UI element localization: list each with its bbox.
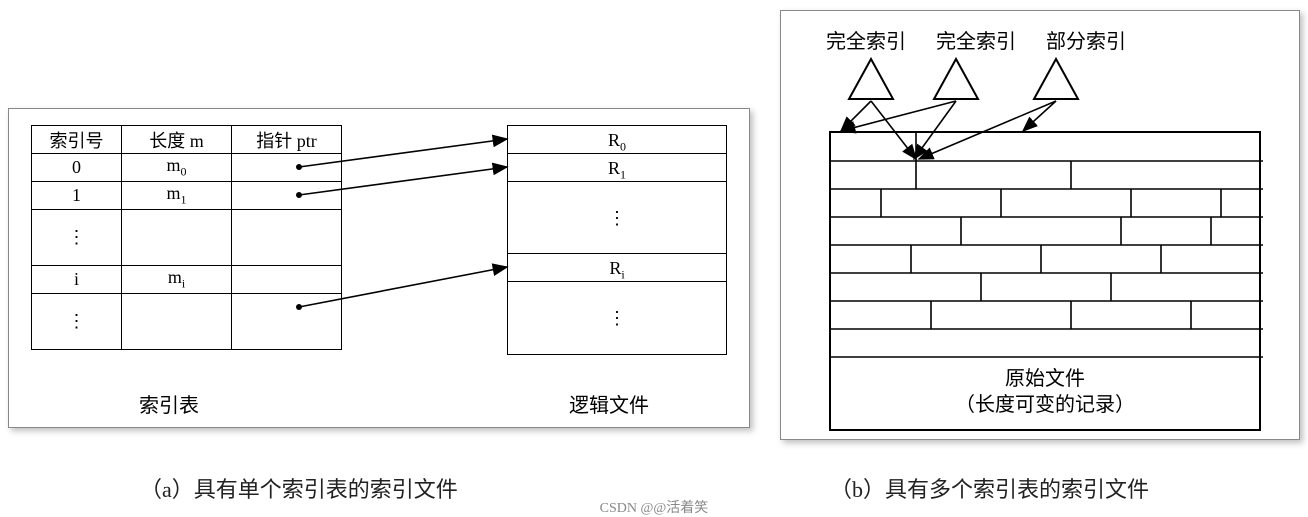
- brick-box: 原始文件 （长度可变的记录）: [829, 131, 1261, 431]
- cell-ptr: [232, 210, 342, 266]
- panel-a: 索引号 长度 m 指针 ptr 0m01m1⋮imi⋮ 索引表 R0R1⋮Ri⋮…: [8, 108, 750, 428]
- cell-length: m0: [122, 154, 232, 182]
- index-triangle-icon: [849, 59, 893, 99]
- cell-ptr: [232, 182, 342, 210]
- panel-b: 完全索引 完全索引 部分索引 原始文件 （长度可变的记录）: [780, 10, 1300, 440]
- index-table: 索引号 长度 m 指针 ptr 0m01m1⋮imi⋮: [31, 125, 342, 350]
- cell-length: mi: [122, 266, 232, 294]
- cell-ptr: [232, 266, 342, 294]
- watermark: CSDN @@活着笑: [600, 497, 709, 517]
- index-triangle-icon: [934, 59, 978, 99]
- index-table-row: imi: [32, 266, 342, 294]
- index-table-row: ⋮: [32, 294, 342, 350]
- logic-row: ⋮: [508, 282, 726, 354]
- cell-index: 1: [32, 182, 122, 210]
- cell-index: 0: [32, 154, 122, 182]
- logic-row: R1: [508, 154, 726, 182]
- brick-footer-2: （长度可变的记录）: [831, 391, 1259, 419]
- cell-length: m1: [122, 182, 232, 210]
- logical-file-box: R0R1⋮Ri⋮: [507, 125, 727, 355]
- index-triangle-icon: [1034, 59, 1078, 99]
- cell-index: ⋮: [32, 210, 122, 266]
- index-table-row: 0m0: [32, 154, 342, 182]
- cell-index: i: [32, 266, 122, 294]
- index-table-row: 1m1: [32, 182, 342, 210]
- cell-length: [122, 294, 232, 350]
- cell-length: [122, 210, 232, 266]
- header-pointer: 指针 ptr: [232, 126, 342, 154]
- index-table-header-row: 索引号 长度 m 指针 ptr: [32, 126, 342, 154]
- brick-footer-1: 原始文件: [831, 365, 1259, 393]
- caption-a: （a）具有单个索引表的索引文件: [140, 472, 458, 504]
- cell-index: ⋮: [32, 294, 122, 350]
- label-index-table: 索引表: [139, 389, 199, 418]
- cell-ptr: [232, 154, 342, 182]
- logic-row: ⋮: [508, 182, 726, 254]
- header-length: 长度 m: [122, 126, 232, 154]
- label-logical-file: 逻辑文件: [569, 389, 649, 418]
- logic-row: Ri: [508, 254, 726, 282]
- cell-ptr: [232, 294, 342, 350]
- caption-b: （b）具有多个索引表的索引文件: [830, 472, 1149, 504]
- index-pointer-arrow: [1023, 101, 1056, 131]
- index-table-row: ⋮: [32, 210, 342, 266]
- header-index-no: 索引号: [32, 126, 122, 154]
- logic-row: R0: [508, 126, 726, 154]
- index-pointer-arrow: [841, 101, 956, 131]
